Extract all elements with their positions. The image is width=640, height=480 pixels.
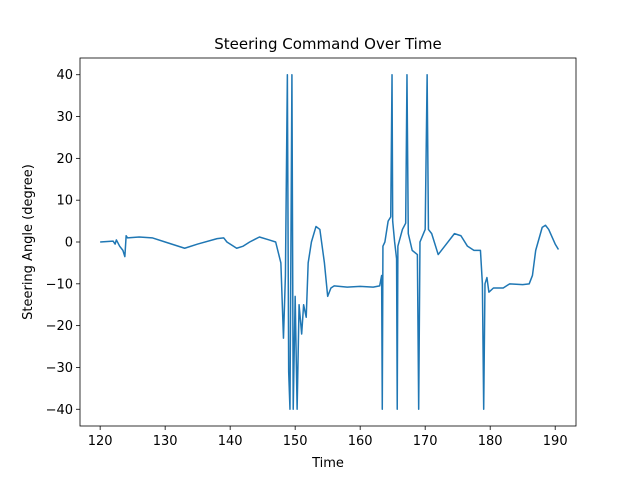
y-tick-label: 10 [56,194,73,209]
y-tick-label: −10 [46,277,73,292]
line-series [100,73,560,411]
x-tick-label: 190 [543,434,568,449]
x-tick-label: 130 [153,434,178,449]
x-tick-label: 150 [283,434,308,449]
y-tick-label: 20 [56,152,73,167]
y-tick-label: −30 [46,361,73,376]
x-tick-label: 180 [478,434,503,449]
plot-frame [79,57,577,427]
y-axis-label: Steering Angle (degree) [21,164,36,320]
y-tick-label: −40 [46,403,73,418]
y-tick-label: 40 [56,68,73,83]
y-tick-label: 0 [65,236,73,251]
x-tick-label: 160 [348,434,373,449]
y-tick-label: −20 [46,319,73,334]
x-tick-label: 140 [218,434,243,449]
x-tick-label: 120 [88,434,113,449]
y-tick-label: 30 [56,110,73,125]
chart-title: Steering Command Over Time [214,35,441,53]
x-tick-label: 170 [413,434,438,449]
x-axis-label: Time [311,456,344,471]
